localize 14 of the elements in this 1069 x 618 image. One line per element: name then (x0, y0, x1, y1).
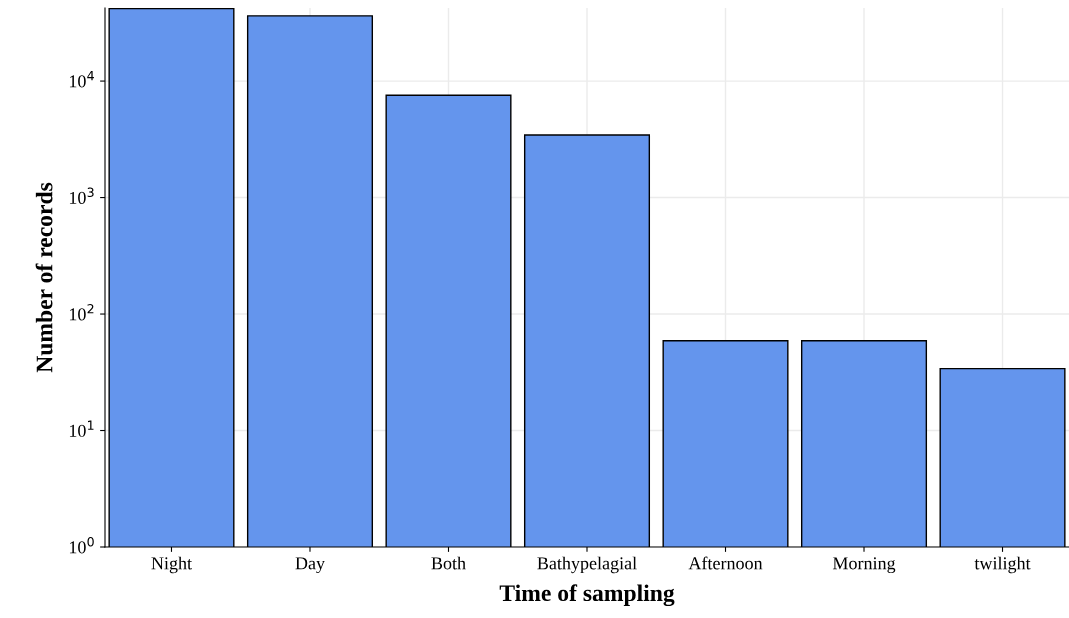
y-tick-label: 10$^{2}$ (69, 303, 94, 321)
y-tick-label: 10$^{0}$ (69, 536, 94, 554)
x-tick-label: twilight (974, 556, 1031, 574)
x-tick-label: Night (151, 556, 192, 574)
x-tick-label: Morning (832, 557, 896, 574)
y-tick-label: 10$^{3}$ (69, 187, 94, 204)
x-tick-label: Afternoon (688, 556, 763, 570)
x-tick-label: Day (295, 557, 325, 574)
x-axis-title: Time of sampling (499, 584, 675, 607)
y-tick-label: 10$^{1}$ (69, 420, 94, 437)
y-axis-title: Number of records (35, 182, 53, 373)
x-tick-label: Bathypelagial (537, 556, 637, 574)
y-tick-label: 10$^{4}$ (69, 71, 94, 88)
x-tick-label: Both (431, 556, 466, 570)
